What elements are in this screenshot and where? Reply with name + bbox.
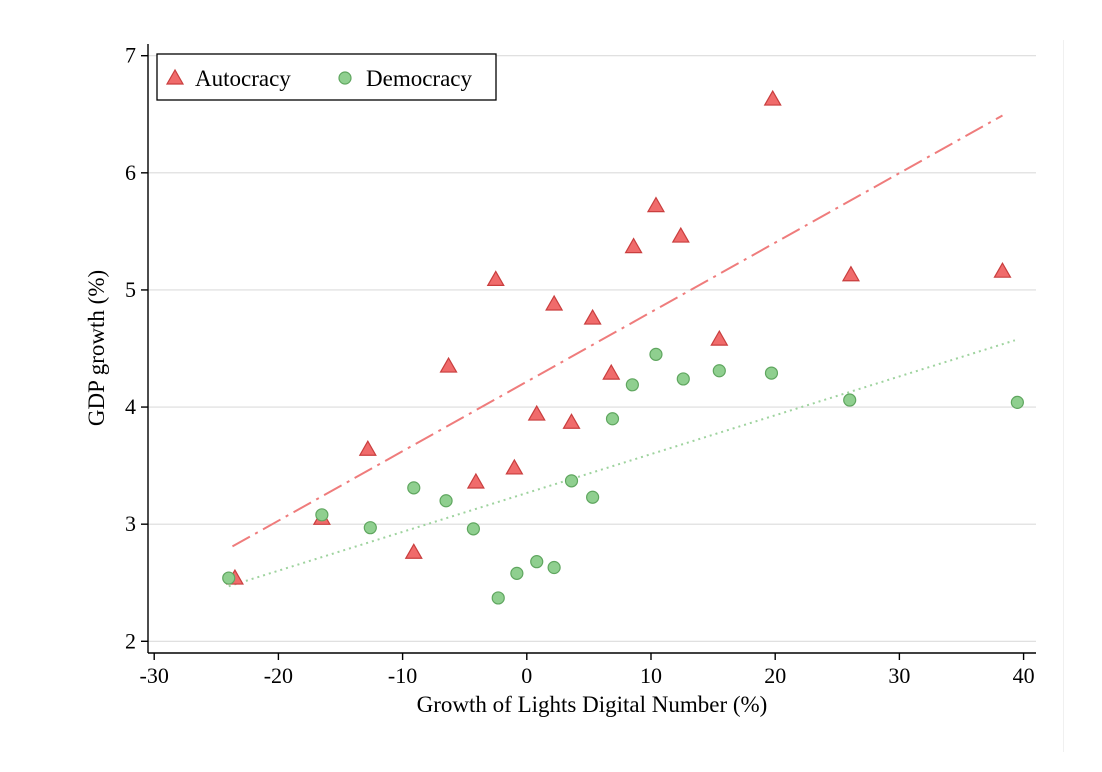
axes: [147, 44, 1036, 654]
autocracy-point: [527, 404, 546, 421]
autocracy-point: [993, 261, 1012, 278]
autocracy-point: [505, 458, 524, 475]
x-tick-label: 30: [888, 663, 910, 688]
democracy-point: [605, 412, 620, 426]
democracy-point: [1010, 395, 1024, 409]
autocracy-point: [404, 543, 423, 559]
legend: Autocracy Democracy: [156, 53, 497, 101]
y-tick-label: 4: [125, 394, 136, 419]
autocracy-point: [358, 440, 377, 456]
autocracy-point: [624, 237, 643, 254]
democracy-point: [712, 364, 726, 378]
democracy-point: [676, 372, 690, 386]
autocracy-point: [466, 472, 485, 489]
y-tick-label: 3: [125, 511, 136, 536]
democracy-point: [315, 508, 329, 522]
democracy-point: [530, 555, 544, 569]
autocracy-point: [439, 356, 458, 373]
democracy-point: [586, 490, 600, 504]
democracy-point: [764, 366, 779, 380]
legend-autocracy-marker: [165, 68, 185, 85]
democracy-point: [547, 560, 561, 575]
legend-democracy-marker: [338, 71, 352, 85]
legend-box: [156, 53, 497, 101]
autocracy-point: [545, 294, 564, 311]
autocracy-point: [841, 265, 860, 282]
plot-region-right-rule: [1063, 40, 1064, 752]
x-axis-title: Growth of Lights Digital Number (%): [417, 692, 768, 717]
ticks: 2 3 4 5 6 7 -30 -20 -10 0 10 20 30 40: [125, 43, 1035, 688]
data-points: [222, 89, 1024, 605]
x-tick-label: -30: [140, 663, 169, 688]
autocracy-point: [763, 89, 782, 106]
x-tick-label: 0: [521, 663, 532, 688]
autocracy-point: [562, 413, 581, 429]
democracy-point: [510, 566, 524, 580]
democracy-point: [407, 481, 421, 495]
y-tick-label: 2: [125, 628, 136, 653]
democracy-point: [625, 378, 639, 392]
x-tick-label: 40: [1013, 663, 1035, 688]
autocracy-point: [646, 196, 665, 213]
x-tick-label: -10: [388, 663, 417, 688]
democracy-point: [843, 393, 857, 407]
fit-lines: [228, 114, 1016, 588]
autocracy-point: [583, 308, 602, 325]
autocracy-point: [486, 270, 505, 287]
autocracy-point: [710, 329, 729, 346]
autocracy-fit-line: [231, 114, 1003, 548]
democracy-point: [491, 591, 505, 605]
x-tick-label: 10: [640, 663, 662, 688]
x-tick-label: -20: [264, 663, 293, 688]
legend-democracy-label: Democracy: [366, 66, 472, 91]
autocracy-point: [671, 226, 690, 243]
autocracy-point: [602, 363, 621, 380]
y-axis-title: GDP growth (%): [84, 270, 109, 426]
democracy-point: [363, 521, 377, 535]
democracy-point: [649, 347, 663, 361]
democracy-point: [564, 474, 579, 488]
democracy-point: [466, 522, 480, 536]
democracy-point: [439, 494, 453, 508]
gridlines: [148, 55, 1036, 642]
legend-autocracy-label: Autocracy: [195, 66, 291, 91]
y-tick-label: 6: [125, 160, 136, 185]
democracy-point: [222, 571, 236, 585]
y-tick-label: 7: [125, 43, 136, 68]
x-tick-label: 20: [764, 663, 786, 688]
y-tick-label: 5: [125, 277, 136, 302]
democracy-fit-line: [228, 339, 1016, 588]
